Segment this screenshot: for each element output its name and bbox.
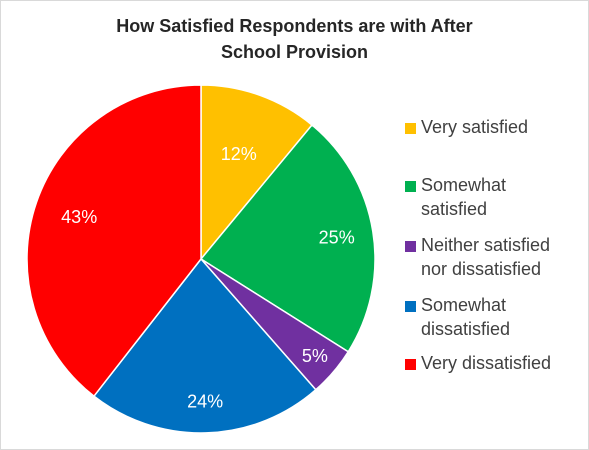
chart-title-line-1: How Satisfied Respondents are with After [116,16,473,36]
data-label-very-dissatisfied: 43% [61,207,97,227]
legend-item-very-satisfied: Very satisfied [405,115,586,139]
data-label-very-satisfied: 12% [221,144,257,164]
legend-swatch-somewhat-dissatisfied [405,301,416,312]
legend-label-line: satisfied [421,199,488,219]
legend-label-neither: Neither satisfied nor dissatisfied [421,233,586,281]
legend-label-line: Very satisfied [421,117,529,137]
data-label-neither: 5% [302,346,328,366]
data-label-somewhat-satisfied: 25% [319,227,355,247]
legend-label-line: Neither satisfied [421,235,551,255]
pie-slice-very-dissatisfied [26,84,202,398]
pie-slice-somewhat-dissatisfied [92,257,317,434]
chart-title-line-2: School Provision [220,42,369,62]
legend: Very satisfied Somewhat satisfied Neithe… [405,1,585,449]
legend-label-line: dissatisfied [421,319,511,339]
legend-label-line: Somewhat [421,175,507,195]
legend-swatch-very-satisfied [405,123,416,134]
legend-item-somewhat-dissatisfied: Somewhat dissatisfied [405,293,586,341]
data-label-somewhat-dissatisfied: 24% [187,392,223,412]
legend-label-somewhat-dissatisfied: Somewhat dissatisfied [421,293,586,341]
pie-data-labels: 12% 25% 5% 24% 43% [61,144,355,411]
legend-swatch-neither [405,241,416,252]
pie-slice-very-satisfied [200,84,314,262]
pie-slices [26,84,376,434]
legend-swatch-very-dissatisfied [405,359,416,370]
legend-label-line: Somewhat [421,295,507,315]
legend-label-line: Very dissatisfied [421,353,552,373]
legend-item-neither: Neither satisfied nor dissatisfied [405,233,586,281]
legend-item-somewhat-satisfied: Somewhat satisfied [405,173,586,221]
legend-item-very-dissatisfied: Very dissatisfied [405,351,586,375]
legend-label-very-satisfied: Very satisfied [421,115,586,139]
legend-label-somewhat-satisfied: Somewhat satisfied [421,173,586,221]
pie-slice-somewhat-satisfied [199,123,376,353]
legend-label-line: nor dissatisfied [421,259,542,279]
legend-label-very-dissatisfied: Very dissatisfied [421,351,586,375]
legend-swatch-somewhat-satisfied [405,181,416,192]
chart-title: How Satisfied Respondents are with After… [1,13,588,65]
